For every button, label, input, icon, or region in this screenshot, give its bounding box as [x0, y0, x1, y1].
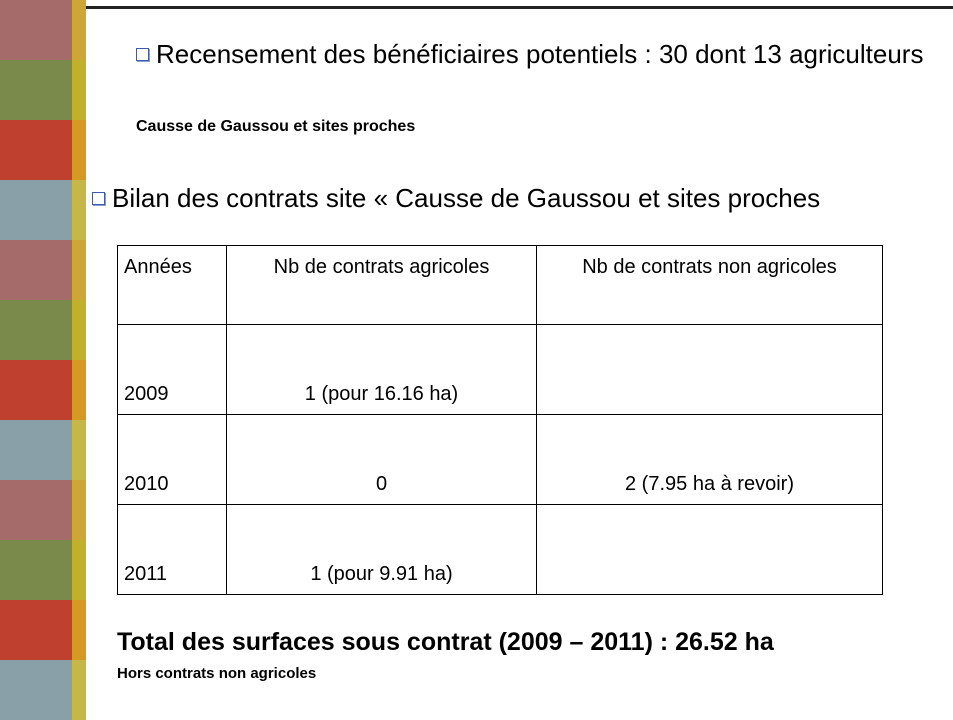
bullet: Bilan des contrats site « Causse de Gaus…: [92, 183, 820, 214]
cell: 1 (pour 16.16 ha): [226, 324, 537, 415]
bullet-text: Recensement des bénéficiaires potentiels…: [156, 39, 924, 69]
cell: [536, 324, 883, 415]
table-row: 2009 1 (pour 16.16 ha): [117, 324, 883, 415]
header-cell: Nb de contrats agricoles: [226, 245, 537, 325]
header-cell: Années: [117, 245, 227, 325]
cell: 2 (7.95 ha à revoir): [536, 414, 883, 505]
bullet: Recensement des bénéficiaires potentiels…: [136, 38, 946, 71]
cell: [536, 504, 883, 595]
cell: 1 (pour 9.91 ha): [226, 504, 537, 595]
decorative-strip: [0, 0, 86, 720]
table-header: Années Nb de contrats agricoles Nb de co…: [117, 245, 883, 325]
header-cell: Nb de contrats non agricoles: [536, 245, 883, 325]
bullet-subtitle: Causse de Gaussou et sites proches: [136, 118, 416, 135]
top-rule: [86, 6, 953, 9]
note: Hors contrats non agricoles: [117, 665, 317, 682]
cell: 2010: [117, 414, 227, 505]
table-row: 2011 1 (pour 9.91 ha): [117, 504, 883, 595]
bullet-text: Bilan des contrats site « Causse de Gaus…: [112, 183, 821, 213]
strip-images: [0, 0, 86, 720]
cell: 2009: [117, 324, 227, 415]
cell: 2011: [117, 504, 227, 595]
table-row: 2010 0 2 (7.95 ha à revoir): [117, 414, 883, 505]
cell: 0: [226, 414, 537, 505]
contracts-table: Années Nb de contrats agricoles Nb de co…: [117, 245, 883, 595]
total: Total des surfaces sous contrat (2009 – …: [117, 628, 774, 656]
